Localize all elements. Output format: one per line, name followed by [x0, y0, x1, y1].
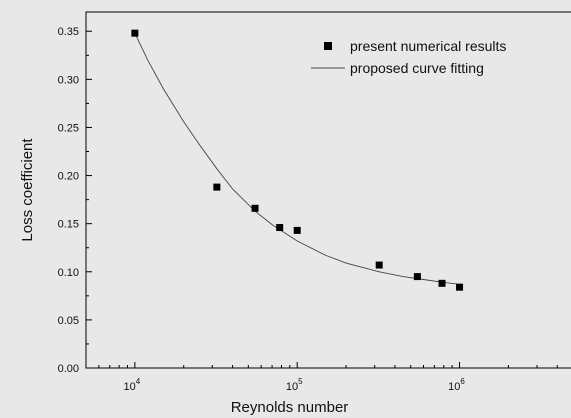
curve-layer	[134, 33, 460, 285]
y-axis-title: Loss coefficient	[19, 138, 36, 242]
data-point	[213, 183, 221, 191]
y-tick-label: 0.35	[58, 26, 79, 38]
data-point	[276, 224, 284, 232]
x-tick-label: 106	[448, 377, 465, 393]
fit-curve-line	[134, 33, 460, 285]
x-tick-label: 105	[286, 377, 303, 393]
data-point	[456, 283, 464, 291]
y-tick-label: 0.15	[58, 219, 79, 231]
data-point	[131, 29, 139, 37]
y-tick-label: 0.10	[58, 267, 79, 279]
legend-label: present numerical results	[350, 38, 506, 54]
y-tick-label: 0.25	[58, 122, 79, 134]
legend-square-marker	[324, 42, 332, 50]
data-point	[251, 204, 259, 212]
data-point	[438, 279, 446, 287]
legend-label: proposed curve fitting	[350, 60, 484, 76]
labels-layer: 0.00 0.05 0.10 0.15 0.20 0.25 0.30 0.35 104 105 10…	[19, 26, 465, 416]
y-tick-label: 0.05	[58, 315, 79, 327]
data-point	[413, 273, 421, 281]
points-layer	[131, 29, 464, 291]
y-tick-label: 0.00	[58, 363, 79, 375]
x-axis-title: Reynolds number	[231, 399, 349, 416]
legend: present numerical results proposed curve …	[311, 38, 506, 76]
plot-background	[86, 12, 571, 368]
y-tick-label: 0.30	[58, 74, 79, 86]
x-tick-label: 104	[124, 377, 141, 393]
plot-frame	[85, 11, 571, 369]
data-point	[293, 226, 301, 234]
y-tick-label: 0.20	[58, 171, 79, 183]
data-point	[375, 261, 383, 269]
